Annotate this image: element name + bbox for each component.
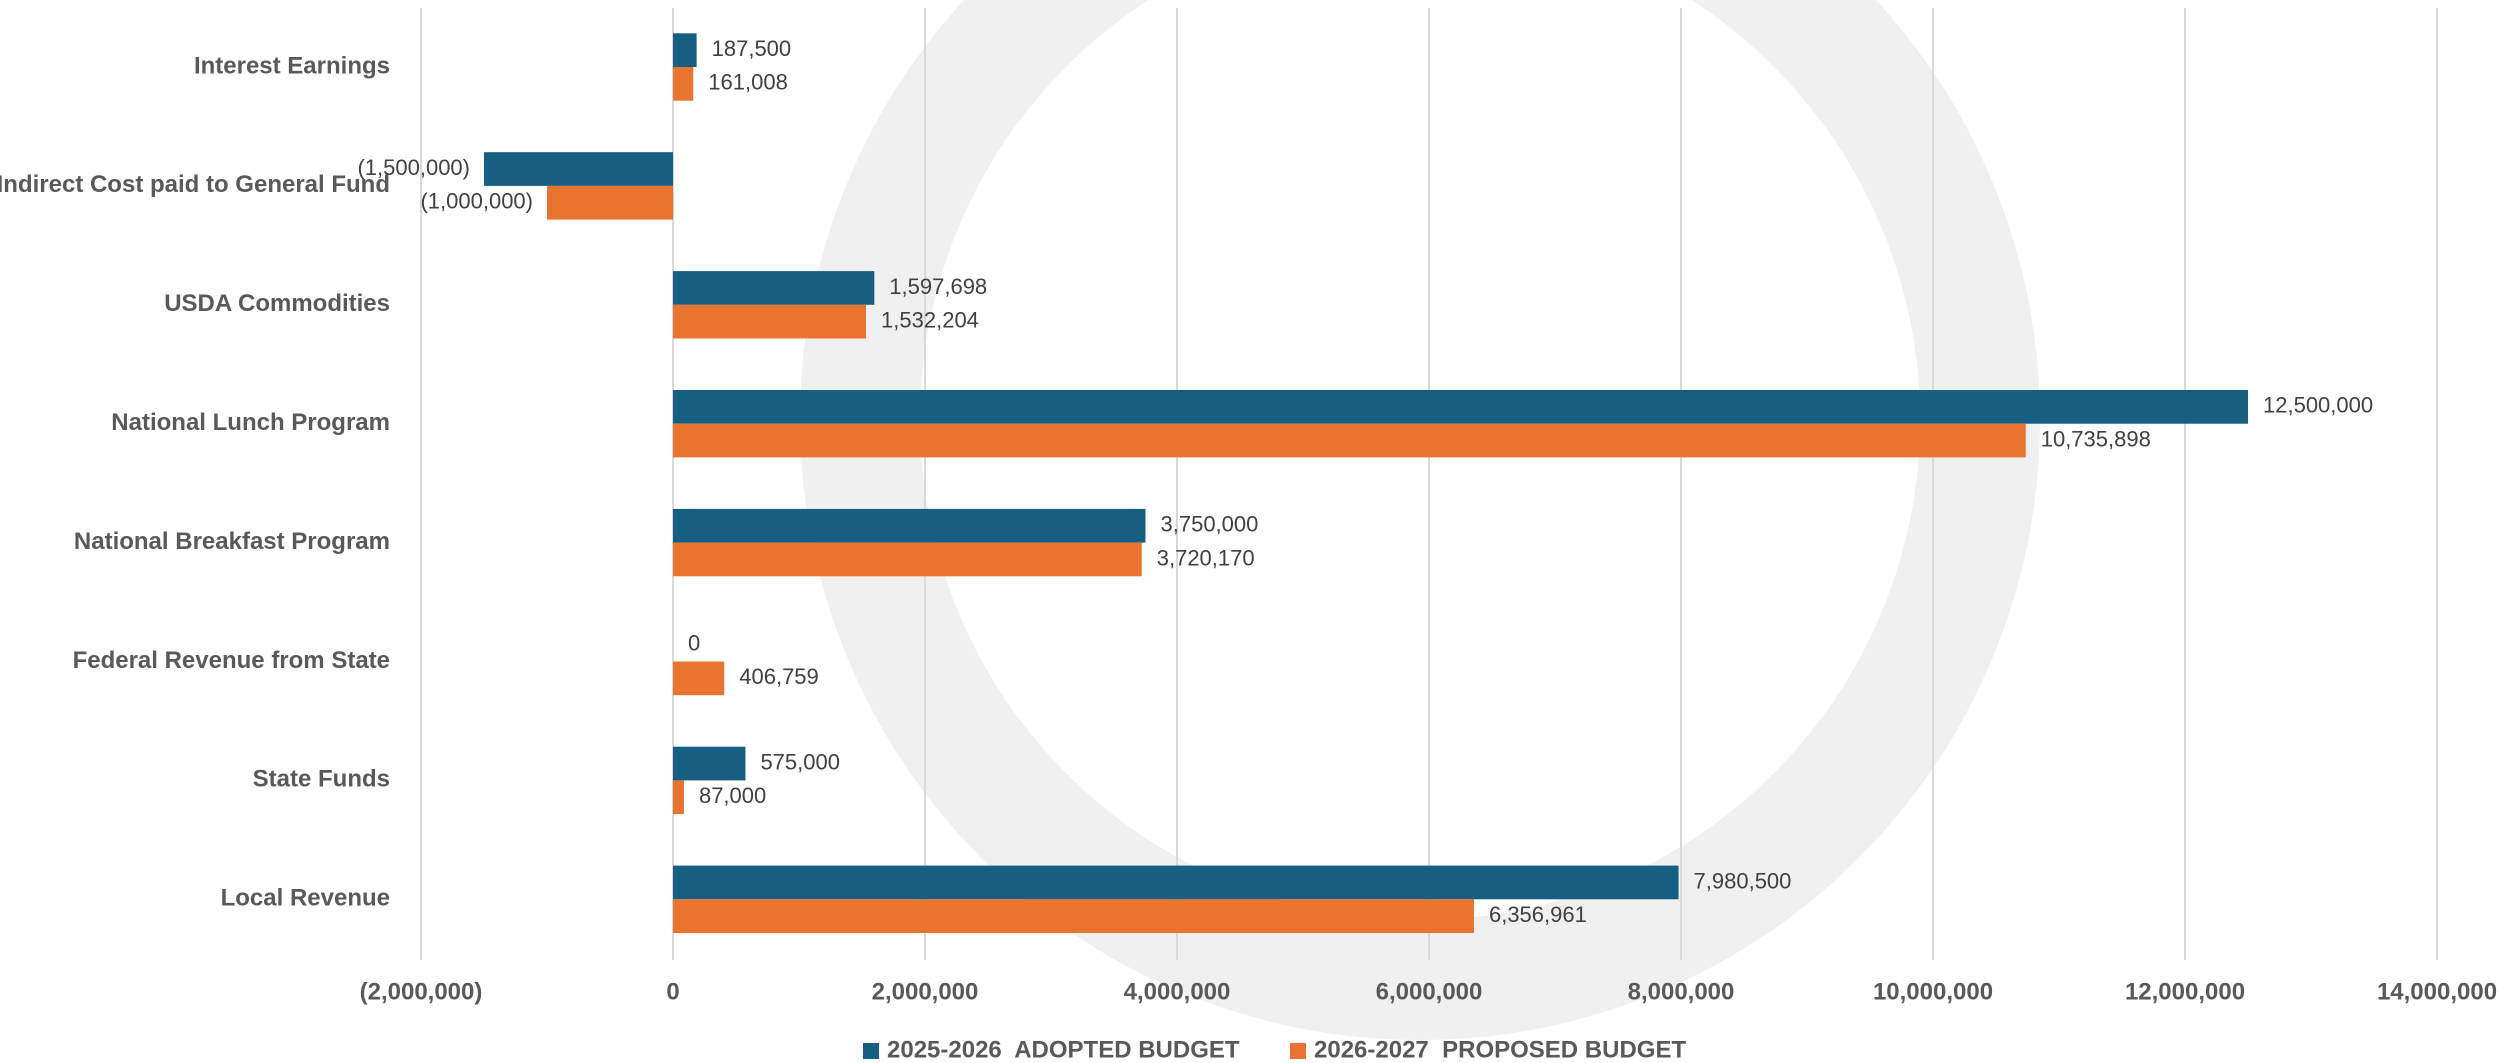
x-tick-label: 4,000,000 xyxy=(1124,978,1231,1005)
x-tick-label: 6,000,000 xyxy=(1376,978,1483,1005)
bar xyxy=(673,271,875,305)
data-label: 161,008 xyxy=(708,70,788,95)
category-label: Interest Earnings xyxy=(194,52,390,79)
legend-label: 2025-2026 ADOPTED BUDGET xyxy=(887,1036,1240,1063)
data-label: 406,759 xyxy=(739,664,819,689)
watermark xyxy=(800,0,2040,1040)
bar xyxy=(673,542,1142,577)
data-label: 6,356,961 xyxy=(1489,902,1587,927)
bar xyxy=(673,661,725,696)
bar xyxy=(547,185,673,220)
x-tick-label: 2,000,000 xyxy=(872,978,979,1005)
data-label: 0 xyxy=(688,630,700,655)
category-label: State Funds xyxy=(253,766,390,793)
watermark-ring xyxy=(800,0,2040,1040)
bar xyxy=(673,33,697,67)
bar xyxy=(673,865,1679,900)
data-label: 7,980,500 xyxy=(1694,868,1792,893)
bar xyxy=(673,746,746,781)
legend-swatch xyxy=(1290,1043,1306,1059)
category-label: Indirect Cost paid to General Fund xyxy=(0,171,390,198)
bar xyxy=(673,390,2248,424)
x-tick-label: 12,000,000 xyxy=(2125,978,2245,1005)
x-tick-label: 0 xyxy=(666,978,679,1005)
bar xyxy=(673,304,867,339)
data-label: 3,720,170 xyxy=(1157,545,1255,570)
category-label: National Lunch Program xyxy=(111,409,390,436)
category-label: Federal Revenue from State xyxy=(73,647,390,674)
data-label: (1,000,000) xyxy=(420,189,533,214)
category-label: USDA Commodities xyxy=(164,290,390,317)
bar xyxy=(673,508,1146,543)
x-tick-label: 8,000,000 xyxy=(1628,978,1735,1005)
data-label: (1,500,000) xyxy=(357,155,470,180)
legend-swatch xyxy=(863,1043,879,1059)
data-label: 12,500,000 xyxy=(2263,393,2373,418)
x-tick-label: (2,000,000) xyxy=(360,978,483,1005)
x-tick-label: 14,000,000 xyxy=(2377,978,2497,1005)
bar xyxy=(673,423,2026,458)
data-label: 3,750,000 xyxy=(1161,512,1259,537)
legend-label: 2026-2027 PROPOSED BUDGET xyxy=(1314,1036,1686,1063)
data-label: 575,000 xyxy=(760,749,840,774)
data-label: 87,000 xyxy=(699,783,766,808)
data-label: 1,597,698 xyxy=(889,274,987,299)
bar xyxy=(673,67,694,101)
data-label: 187,500 xyxy=(712,36,792,61)
data-label: 1,532,204 xyxy=(881,307,979,332)
x-tick-label: 10,000,000 xyxy=(1873,978,1993,1005)
bar xyxy=(673,899,1474,933)
category-label: Local Revenue xyxy=(221,885,390,912)
category-label: National Breakfast Program xyxy=(74,528,390,555)
data-label: 10,735,898 xyxy=(2041,426,2151,451)
bar xyxy=(673,780,684,815)
bar xyxy=(484,152,673,186)
